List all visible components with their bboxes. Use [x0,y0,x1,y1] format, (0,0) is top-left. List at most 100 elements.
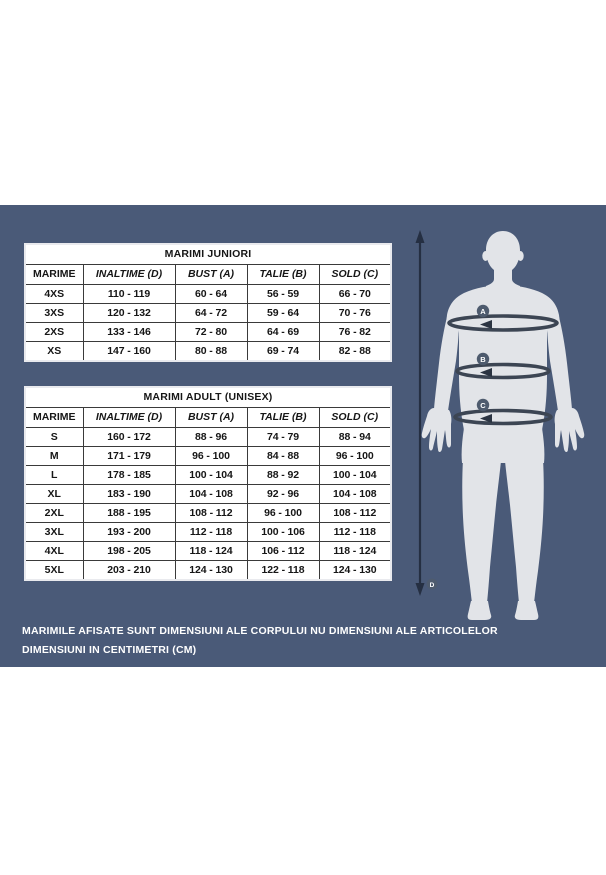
cell-bust: 124 - 130 [174,560,248,581]
cell-height: 110 - 119 [82,284,176,304]
column-header-height: INALTIME (D) [82,407,176,428]
body-figure-diagram: D A B C [400,225,606,625]
marker-a: A [476,304,490,318]
column-header-waist: TALIE (B) [246,407,320,428]
cell-height: 160 - 172 [82,427,176,447]
cell-height: 188 - 195 [82,503,176,523]
marker-d-label: D [430,582,435,589]
column-header-size: MARIME [24,264,84,285]
cell-waist: 100 - 106 [246,522,320,542]
cell-height: 171 - 179 [82,446,176,466]
cell-bust: 88 - 96 [174,427,248,447]
marker-a-label: A [480,307,486,316]
table-row: L 178 - 185 100 - 104 88 - 92 100 - 104 [24,465,392,485]
table-row: M 171 - 179 96 - 100 84 - 88 96 - 100 [24,446,392,466]
cell-size: 2XS [24,322,84,342]
cell-hips: 100 - 104 [318,465,392,485]
marker-b-label: B [480,355,486,364]
cell-height: 198 - 205 [82,541,176,561]
cell-hips: 124 - 130 [318,560,392,581]
cell-bust: 60 - 64 [174,284,248,304]
table-row: 3XS 120 - 132 64 - 72 59 - 64 70 - 76 [24,303,392,323]
cell-waist: 64 - 69 [246,322,320,342]
marker-c-label: C [480,401,486,410]
cell-height: 203 - 210 [82,560,176,581]
cell-height: 183 - 190 [82,484,176,504]
cell-hips: 118 - 124 [318,541,392,561]
table-row: XL 183 - 190 104 - 108 92 - 96 104 - 108 [24,484,392,504]
cell-size: 2XL [24,503,84,523]
table-row: S 160 - 172 88 - 96 74 - 79 88 - 94 [24,427,392,447]
cell-bust: 112 - 118 [174,522,248,542]
cell-size: 3XS [24,303,84,323]
table-row: 5XL 203 - 210 124 - 130 122 - 118 124 - … [24,560,392,581]
table-row: 3XL 193 - 200 112 - 118 100 - 106 112 - … [24,522,392,542]
cell-waist: 56 - 59 [246,284,320,304]
measure-band-bust [447,314,559,332]
table-row: 4XS 110 - 119 60 - 64 56 - 59 66 - 70 [24,284,392,304]
note-line-2: DIMENSIUNI IN CENTIMETRI (CM) [22,644,197,656]
cell-hips: 66 - 70 [318,284,392,304]
measure-band-hips [453,408,553,426]
cell-hips: 70 - 76 [318,303,392,323]
table-title: MARIMI JUNIORI [24,243,392,265]
table-header-row: MARIME INALTIME (D) BUST (A) TALIE (B) S… [24,407,392,428]
cell-waist: 106 - 112 [246,541,320,561]
cell-size: XS [24,341,84,362]
size-table-adult: MARIMI ADULT (UNISEX) MARIME INALTIME (D… [24,386,393,581]
column-header-hips: SOLD (C) [318,407,392,428]
note-line-1: MARIMILE AFISATE SUNT DIMENSIUNI ALE COR… [22,625,498,637]
size-table-juniors: MARIMI JUNIORI MARIME INALTIME (D) BUST … [24,243,393,362]
cell-size: 4XS [24,284,84,304]
marker-d: D [426,578,438,590]
cell-waist: 69 - 74 [246,341,320,362]
table-header-row: MARIME INALTIME (D) BUST (A) TALIE (B) S… [24,264,392,285]
cell-waist: 122 - 118 [246,560,320,581]
marker-c: C [476,398,490,412]
column-header-bust: BUST (A) [174,407,248,428]
cell-size: XL [24,484,84,504]
table-row: 2XL 188 - 195 108 - 112 96 - 100 108 - 1… [24,503,392,523]
cell-hips: 76 - 82 [318,322,392,342]
cell-hips: 104 - 108 [318,484,392,504]
cell-height: 133 - 146 [82,322,176,342]
cell-hips: 108 - 112 [318,503,392,523]
column-header-hips: SOLD (C) [318,264,392,285]
cell-waist: 84 - 88 [246,446,320,466]
cell-hips: 82 - 88 [318,341,392,362]
table-title-row: MARIMI ADULT (UNISEX) [24,386,392,408]
table-row: XS 147 - 160 80 - 88 69 - 74 82 - 88 [24,341,392,362]
cell-size: 3XL [24,522,84,542]
cell-waist: 92 - 96 [246,484,320,504]
table-title: MARIMI ADULT (UNISEX) [24,386,392,408]
cell-bust: 72 - 80 [174,322,248,342]
table-row: 2XS 133 - 146 72 - 80 64 - 69 76 - 82 [24,322,392,342]
measure-band-waist [455,362,551,380]
column-header-bust: BUST (A) [174,264,248,285]
cell-hips: 96 - 100 [318,446,392,466]
cell-size: 4XL [24,541,84,561]
cell-bust: 80 - 88 [174,341,248,362]
body-silhouette [421,231,585,620]
cell-height: 178 - 185 [82,465,176,485]
cell-waist: 74 - 79 [246,427,320,447]
cell-bust: 96 - 100 [174,446,248,466]
table-title-row: MARIMI JUNIORI [24,243,392,265]
cell-waist: 88 - 92 [246,465,320,485]
cell-waist: 96 - 100 [246,503,320,523]
table-row: 4XL 198 - 205 118 - 124 106 - 112 118 - … [24,541,392,561]
cell-hips: 112 - 118 [318,522,392,542]
marker-b: B [476,352,490,366]
cell-bust: 100 - 104 [174,465,248,485]
column-header-waist: TALIE (B) [246,264,320,285]
cell-size: S [24,427,84,447]
cell-bust: 104 - 108 [174,484,248,504]
cell-size: 5XL [24,560,84,581]
cell-height: 193 - 200 [82,522,176,542]
footer-notes: MARIMILE AFISATE SUNT DIMENSIUNI ALE COR… [22,622,498,660]
cell-size: M [24,446,84,466]
column-header-size: MARIME [24,407,84,428]
cell-bust: 64 - 72 [174,303,248,323]
cell-bust: 108 - 112 [174,503,248,523]
cell-hips: 88 - 94 [318,427,392,447]
